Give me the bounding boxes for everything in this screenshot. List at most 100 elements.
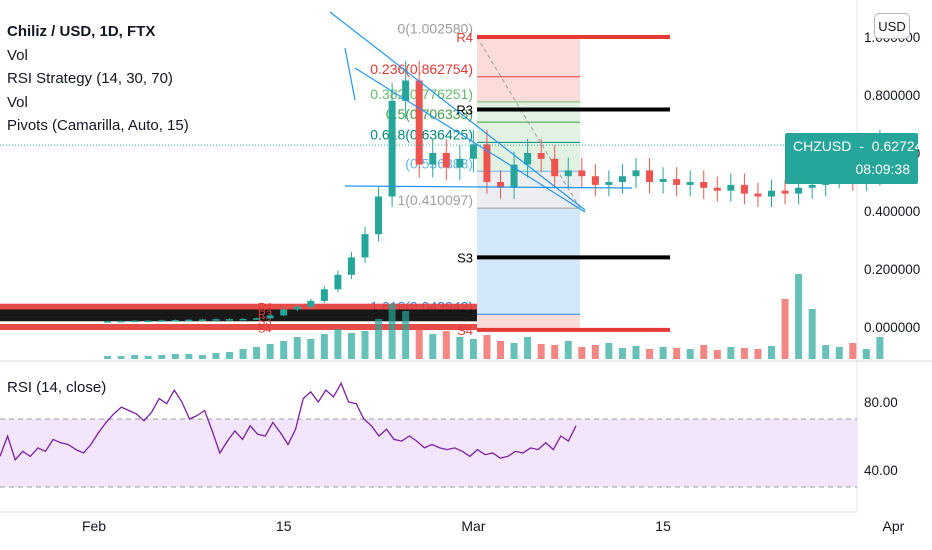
fib-zone-blue bbox=[477, 208, 580, 315]
old-pivot-label: S3 bbox=[258, 316, 271, 328]
volume-bar bbox=[253, 347, 261, 359]
candle-body bbox=[659, 179, 667, 182]
candle-body bbox=[686, 182, 694, 185]
pivot-label: R3 bbox=[456, 103, 473, 118]
volume-bar bbox=[510, 343, 518, 359]
legend-item-vol-2[interactable]: Vol bbox=[7, 93, 28, 111]
volume-bar bbox=[402, 311, 410, 359]
candle-body bbox=[226, 319, 233, 321]
candle-body bbox=[185, 319, 193, 322]
candle-body bbox=[402, 80, 410, 101]
candle-body bbox=[700, 182, 708, 188]
price-tag-countdown: 08:09:38 bbox=[855, 161, 911, 177]
volume-bar bbox=[497, 341, 504, 359]
volume-bar bbox=[862, 349, 870, 359]
candle-body bbox=[293, 306, 301, 310]
volume-bar bbox=[754, 349, 762, 359]
volume-bar bbox=[280, 341, 288, 359]
fib-label: 0(1.002580) bbox=[397, 20, 473, 36]
volume-bar bbox=[740, 348, 748, 359]
candle-body bbox=[442, 153, 450, 168]
volume-bar bbox=[659, 347, 667, 359]
volume-bar bbox=[781, 299, 789, 359]
volume-bar bbox=[429, 334, 437, 359]
candle-body bbox=[551, 158, 559, 177]
volume-bar bbox=[144, 356, 152, 359]
old-pivot-line bbox=[0, 315, 477, 322]
volume-bar bbox=[727, 347, 735, 359]
currency-button[interactable]: USD bbox=[874, 13, 910, 39]
rsi-pane-title[interactable]: RSI (14, close) bbox=[7, 379, 107, 396]
fib-diagonal bbox=[476, 36, 581, 209]
volume-bar bbox=[239, 349, 247, 359]
old-pivot-line bbox=[0, 303, 477, 310]
legend-item-rsi-strategy[interactable]: RSI Strategy (14, 30, 70) bbox=[7, 70, 173, 87]
volume-bar bbox=[415, 329, 423, 359]
volume-bar bbox=[605, 343, 613, 359]
volume-bar bbox=[686, 349, 694, 359]
candle-body bbox=[347, 257, 355, 275]
candle-body bbox=[171, 320, 179, 322]
candle-body bbox=[754, 193, 762, 197]
volume-bar bbox=[456, 337, 464, 359]
candle-body bbox=[727, 184, 735, 191]
legend-item-vol[interactable]: Vol bbox=[7, 46, 28, 64]
candle-body bbox=[483, 144, 491, 182]
legend-symbol[interactable]: Chiliz / USD, 1D, FTX bbox=[7, 23, 156, 40]
volume-bar bbox=[673, 348, 681, 359]
candle-body bbox=[280, 309, 288, 316]
fib-zone-red bbox=[477, 36, 580, 102]
old-pivot-label: S4 bbox=[258, 323, 271, 335]
volume-bar bbox=[212, 353, 220, 359]
candle-body bbox=[618, 176, 626, 182]
y-tick-label: 0.400000 bbox=[864, 204, 920, 219]
volume-bar bbox=[226, 352, 233, 359]
volume-bar bbox=[700, 345, 708, 359]
volume-bar bbox=[185, 354, 193, 359]
volume-bar bbox=[876, 337, 884, 359]
x-tick-label: Apr bbox=[883, 518, 905, 534]
volume-bar bbox=[131, 355, 139, 359]
volume-bar bbox=[469, 339, 477, 359]
volume-bar bbox=[564, 341, 572, 359]
last-price-tag: CHZUSD - 0.627249 08:09:38 bbox=[785, 133, 930, 184]
volume-bar bbox=[375, 319, 383, 359]
volume-bar bbox=[524, 337, 532, 359]
candle-body bbox=[320, 289, 328, 301]
volume-bar bbox=[293, 337, 301, 359]
candle-body bbox=[578, 170, 586, 177]
volume-bar bbox=[646, 349, 654, 359]
candle-body bbox=[158, 320, 166, 322]
candle-body bbox=[768, 190, 775, 197]
candle-body bbox=[388, 100, 396, 197]
volume-bar bbox=[347, 333, 355, 359]
volume-bar bbox=[578, 347, 586, 359]
trend-line bbox=[344, 47, 356, 101]
candle-body bbox=[131, 320, 139, 323]
price-tag-symbol: CHZUSD bbox=[793, 138, 852, 154]
volume-bar bbox=[307, 339, 315, 359]
candle-body bbox=[632, 170, 640, 177]
indicator-legend: Chiliz / USD, 1D, FTX Vol RSI Strategy (… bbox=[7, 20, 189, 138]
candle-body bbox=[497, 182, 504, 188]
rsi-line bbox=[0, 381, 577, 462]
x-tick-label: Feb bbox=[82, 518, 106, 534]
candle-body bbox=[740, 184, 748, 194]
candle-body bbox=[673, 179, 681, 185]
candle-body bbox=[605, 182, 613, 185]
trend-line bbox=[329, 11, 586, 211]
legend-item-pivots[interactable]: Pivots (Camarilla, Auto, 15) bbox=[7, 117, 189, 134]
volume-bar bbox=[388, 304, 396, 359]
old-pivot-line bbox=[0, 309, 477, 316]
x-tick-label: 15 bbox=[276, 518, 292, 534]
volume-bar bbox=[198, 355, 206, 359]
candle-body bbox=[564, 170, 572, 177]
candle-body bbox=[212, 319, 220, 321]
volume-bar bbox=[537, 344, 545, 359]
volume-bar bbox=[822, 345, 830, 359]
candle-body bbox=[591, 176, 599, 185]
candle-body bbox=[808, 184, 816, 188]
volume-bar bbox=[591, 345, 599, 359]
volume-bar bbox=[266, 344, 274, 359]
